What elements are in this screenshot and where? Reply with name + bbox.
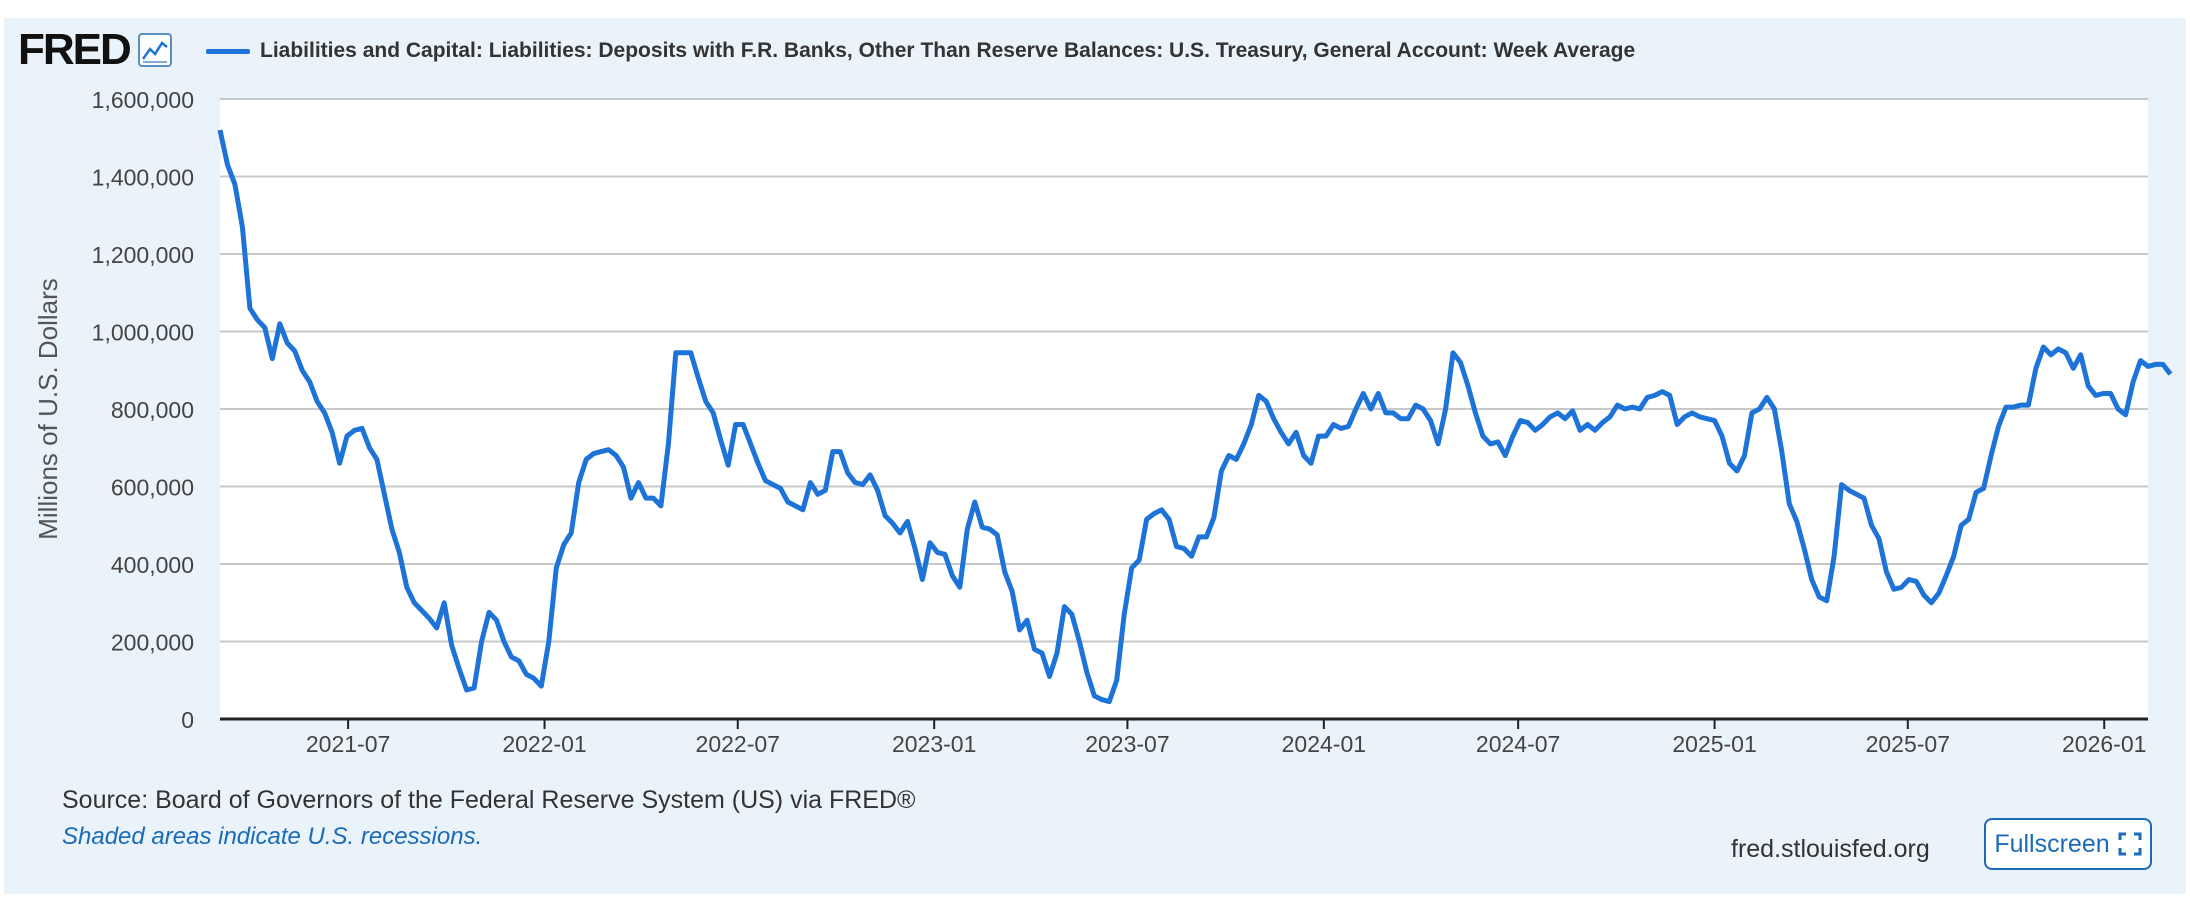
y-tick-label: 1,000,000 <box>92 320 194 346</box>
x-tick-label: 2023-01 <box>892 731 976 757</box>
x-tick-label: 2025-07 <box>1866 731 1950 757</box>
gridlines <box>220 98 2148 643</box>
expand-icon <box>2118 832 2142 856</box>
fred-logo[interactable]: FRED <box>18 28 172 72</box>
chart-legend: Liabilities and Capital: Liabilities: De… <box>206 36 1635 66</box>
x-tick-label: 2025-01 <box>1672 731 1756 757</box>
y-tick-label: 0 <box>181 707 194 733</box>
fullscreen-button[interactable]: Fullscreen <box>1984 818 2152 870</box>
x-axis-ticks: 2021-07 2022-01 2022-07 2023-01 2023-07 2024-… <box>306 719 2146 757</box>
source-text: Source: Board of Governors of the Federa… <box>62 786 916 814</box>
y-axis-label: Millions of U.S. Dollars <box>33 278 63 540</box>
fullscreen-label: Fullscreen <box>1994 829 2110 858</box>
y-tick-label: 600,000 <box>111 475 194 501</box>
x-tick-label: 2022-01 <box>502 731 586 757</box>
y-tick-label: 200,000 <box>111 630 194 656</box>
x-tick-label: 2024-07 <box>1476 731 1560 757</box>
recession-note: Shaded areas indicate U.S. recessions. <box>62 823 483 850</box>
series-line[interactable] <box>217 129 2173 705</box>
series-group <box>217 129 2173 705</box>
y-tick-label: 1,400,000 <box>92 165 194 191</box>
y-tick-label: 1,200,000 <box>92 242 194 268</box>
legend-label: Liabilities and Capital: Liabilities: De… <box>260 39 1636 62</box>
x-tick-label: 2022-07 <box>696 731 780 757</box>
y-axis-ticks: 0 200,000 400,000 600,000 800,000 1,000,000 1,… <box>92 87 194 733</box>
x-tick-label: 2026-01 <box>2062 731 2146 757</box>
legend-swatch <box>206 48 250 54</box>
x-tick-label: 2024-01 <box>1282 731 1366 757</box>
y-tick-label: 400,000 <box>111 552 194 578</box>
site-url[interactable]: fred.stlouisfed.org <box>1731 835 1930 863</box>
fred-logo-text: FRED <box>18 25 132 74</box>
y-tick-label: 800,000 <box>111 397 194 423</box>
x-tick-label: 2021-07 <box>306 731 390 757</box>
chart-line-icon <box>137 33 172 67</box>
y-tick-label: 1,600,000 <box>92 87 194 113</box>
x-tick-label: 2023-07 <box>1085 731 1169 757</box>
